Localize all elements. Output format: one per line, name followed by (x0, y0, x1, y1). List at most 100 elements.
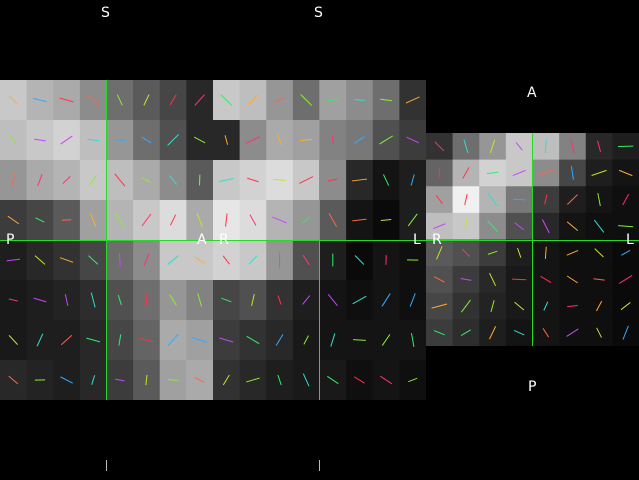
sagittal-fiber-glyph (194, 377, 205, 383)
sagittal-label-posterior: P (6, 232, 15, 248)
axial-fiber-glyph (544, 246, 547, 259)
axial-fiber-glyph (487, 220, 498, 233)
axial-fiber-glyph (487, 250, 498, 255)
coronal-fiber-glyph (352, 218, 367, 222)
sagittal-inferior-marker (106, 460, 107, 471)
coronal-fiber-glyph (246, 377, 260, 383)
axial-fiber-glyph (489, 326, 497, 340)
coronal-fiber-glyph (246, 335, 260, 345)
axial-fiber-glyph (620, 302, 631, 311)
coronal-fiber-glyph (327, 375, 339, 385)
axial-label-posterior: P (528, 379, 537, 395)
coronal-fiber-glyph (353, 136, 365, 144)
axial-fiber-glyph (512, 169, 526, 176)
coronal-fiber-glyph (221, 297, 232, 303)
axial-fiber-glyph (461, 248, 470, 257)
sagittal-fiber-glyph (8, 335, 18, 345)
sagittal-fiber-glyph (197, 293, 203, 307)
axial-view[interactable] (426, 133, 639, 346)
axial-fiber-glyph (544, 194, 548, 205)
coronal-fiber-glyph (302, 254, 310, 266)
sagittal-fiber-glyph (32, 97, 47, 103)
axial-fiber-glyph (566, 194, 578, 205)
coronal-fiber-glyph (225, 213, 228, 227)
coronal-fiber-glyph (326, 98, 340, 102)
coronal-fiber-glyph (354, 376, 365, 384)
sagittal-fiber-glyph (59, 97, 74, 103)
sagittal-fiber-glyph (90, 292, 96, 308)
sagittal-fiber-glyph (117, 294, 122, 306)
sagittal-fiber-glyph (116, 94, 123, 106)
coronal-fiber-glyph (408, 377, 418, 383)
coronal-inferior-marker (319, 460, 320, 471)
coronal-fiber-glyph (277, 295, 282, 305)
axial-fiber-glyph (460, 329, 472, 336)
axial-fiber-glyph (566, 275, 579, 284)
sagittal-fiber-glyph (60, 334, 73, 346)
coronal-fiber-glyph (276, 133, 283, 147)
sagittal-view[interactable] (0, 80, 213, 400)
sagittal-fiber-glyph (167, 379, 179, 381)
sagittal-fiber-glyph (37, 174, 43, 186)
sagittal-fiber-glyph (141, 213, 152, 227)
coronal-fiber-glyph (410, 174, 415, 186)
coronal-slice-image[interactable] (213, 80, 426, 400)
sagittal-fiber-glyph (114, 138, 126, 142)
sagittal-fiber-glyph (169, 94, 177, 106)
coronal-fiber-glyph (410, 333, 415, 347)
sagittal-fiber-glyph (61, 219, 72, 221)
axial-fiber-glyph (489, 139, 496, 154)
coronal-fiber-glyph (330, 333, 336, 347)
sagittal-fiber-glyph (143, 253, 150, 267)
sagittal-fiber-glyph (34, 255, 46, 265)
axial-fiber-glyph (543, 301, 549, 311)
coronal-fiber-glyph (405, 96, 420, 104)
coronal-label-right: R (219, 232, 229, 248)
sagittal-fiber-glyph (34, 138, 46, 142)
axial-slice-image[interactable] (426, 133, 639, 346)
coronal-fiber-glyph (274, 97, 285, 103)
coronal-fiber-glyph (219, 337, 234, 343)
sagittal-fiber-glyph (191, 337, 208, 343)
axial-label-anterior: A (527, 85, 537, 101)
coronal-fiber-glyph (247, 94, 259, 106)
coronal-fiber-glyph (331, 135, 335, 145)
axial-fiber-glyph (538, 169, 553, 177)
sagittal-fiber-glyph (194, 256, 206, 264)
coronal-fiber-glyph (299, 176, 314, 184)
coronal-fiber-glyph (327, 293, 338, 307)
coronal-fiber-glyph (299, 138, 313, 142)
axial-fiber-glyph (433, 223, 446, 230)
coronal-fiber-glyph (406, 136, 419, 144)
axial-fiber-glyph (597, 140, 602, 152)
axial-label-left: L (626, 232, 634, 248)
coronal-fiber-glyph (352, 295, 367, 305)
coronal-view[interactable] (213, 80, 426, 400)
sagittal-fiber-glyph (194, 94, 205, 106)
sagittal-fiber-glyph (7, 215, 20, 225)
coronal-fiber-glyph (382, 174, 390, 186)
sagittal-fiber-glyph (141, 136, 152, 144)
coronal-fiber-glyph (302, 295, 311, 305)
axial-fiber-glyph (462, 167, 470, 179)
coronal-fiber-glyph (381, 293, 391, 307)
sagittal-fiber-glyph (118, 334, 122, 346)
axial-fiber-glyph (570, 138, 575, 154)
axial-fiber-glyph (487, 193, 498, 207)
sagittal-slice-image[interactable] (0, 80, 213, 400)
axial-fiber-glyph (593, 219, 605, 233)
sagittal-fiber-glyph (114, 173, 126, 187)
coronal-fiber-glyph (302, 216, 311, 224)
sagittal-fiber-glyph (89, 213, 97, 227)
coronal-fiber-glyph (222, 255, 230, 265)
coronal-fiber-glyph (277, 374, 282, 386)
coronal-fiber-glyph (220, 94, 233, 106)
axial-fiber-glyph (438, 168, 441, 178)
axial-fiber-glyph (596, 327, 602, 338)
axial-fiber-glyph (513, 330, 525, 336)
sagittal-fiber-glyph (87, 138, 100, 142)
coronal-fiber-glyph (272, 216, 287, 224)
axial-fiber-glyph (433, 330, 445, 336)
sagittal-fiber-glyph (64, 294, 69, 306)
coronal-fiber-glyph (222, 374, 230, 386)
